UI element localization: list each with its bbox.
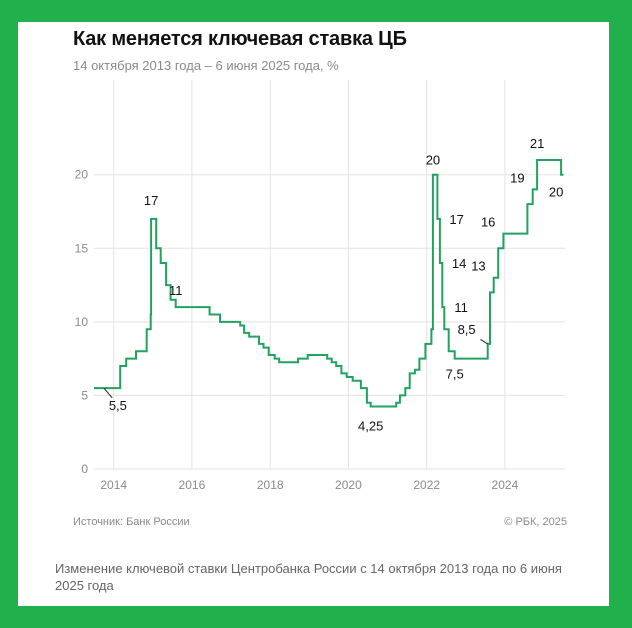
- annotation-label: 20: [549, 185, 563, 200]
- y-tick-label: 15: [75, 241, 89, 255]
- annotation-label: 5,5: [109, 398, 127, 413]
- annotation-label: 13: [471, 259, 485, 274]
- annotation-leader: [480, 339, 488, 345]
- chart-grid: [94, 80, 565, 470]
- copyright-note: © РБК, 2025: [504, 516, 567, 528]
- y-tick-label: 10: [75, 315, 89, 329]
- x-axis-ticks: 2014 2016 2018 2020 2022 2024: [100, 478, 518, 492]
- chart-annotations: 5,5 17 11 4,25 20 17 14 11 7,5 8,5 13 16 19 21 20: [103, 136, 563, 433]
- annotation-label: 17: [449, 212, 463, 227]
- annotation-label: 21: [530, 136, 544, 151]
- annotation-leader: [103, 387, 113, 399]
- annotation-label: 11: [169, 283, 183, 298]
- annotation-label: 16: [481, 215, 495, 230]
- x-tick-label: 2014: [100, 478, 127, 492]
- annotation-label: 4,25: [358, 418, 383, 433]
- y-axis-ticks: 0 5 10 15 20: [75, 168, 89, 476]
- annotation-label: 20: [426, 153, 440, 168]
- chart-subtitle: 14 октября 2013 года – 6 июня 2025 года,…: [73, 58, 339, 73]
- annotation-label: 8,5: [458, 322, 476, 337]
- chart-card: Как меняется ключевая ставка ЦБ 14 октяб…: [18, 22, 609, 606]
- x-tick-label: 2024: [492, 478, 519, 492]
- series-line: [94, 159, 564, 408]
- chart-title: Как меняется ключевая ставка ЦБ: [73, 28, 407, 50]
- y-tick-label: 0: [81, 462, 88, 476]
- x-tick-label: 2016: [179, 478, 206, 492]
- annotation-label: 19: [510, 170, 524, 185]
- annotation-label: 11: [454, 300, 468, 315]
- y-tick-label: 5: [81, 388, 88, 402]
- chart-series: [94, 159, 564, 408]
- x-tick-label: 2018: [257, 478, 284, 492]
- x-tick-label: 2020: [335, 478, 362, 492]
- annotation-label: 17: [144, 193, 158, 208]
- annotation-label: 7,5: [446, 367, 464, 382]
- annotation-label: 14: [452, 256, 466, 271]
- image-caption: Изменение ключевой ставки Центробанка Ро…: [55, 561, 562, 593]
- x-tick-label: 2022: [413, 478, 440, 492]
- y-tick-label: 20: [75, 168, 89, 182]
- source-note: Источник: Банк России: [73, 516, 190, 528]
